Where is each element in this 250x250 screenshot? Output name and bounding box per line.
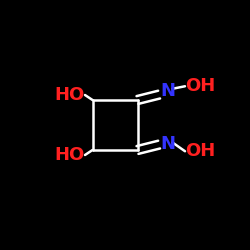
Text: OH: OH	[185, 142, 215, 160]
Text: HO: HO	[55, 146, 85, 164]
Text: HO: HO	[55, 86, 85, 104]
Text: N: N	[160, 82, 175, 100]
Text: N: N	[160, 135, 175, 153]
Text: OH: OH	[185, 77, 215, 95]
